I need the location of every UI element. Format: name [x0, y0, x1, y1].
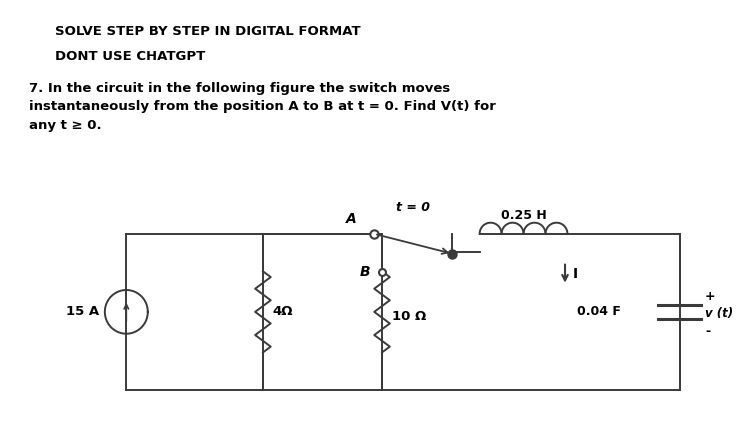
Text: A: A: [346, 212, 356, 226]
Text: -: -: [705, 325, 710, 338]
Text: 4Ω: 4Ω: [273, 305, 293, 318]
Text: 0.25 H: 0.25 H: [500, 209, 546, 222]
Text: 0.04 F: 0.04 F: [577, 305, 621, 318]
Text: t = 0: t = 0: [396, 201, 430, 214]
Text: SOLVE STEP BY STEP IN DIGITAL FORMAT: SOLVE STEP BY STEP IN DIGITAL FORMAT: [55, 25, 361, 38]
Text: DONT USE CHATGPT: DONT USE CHATGPT: [55, 50, 205, 63]
Text: 10 Ω: 10 Ω: [392, 310, 426, 323]
Text: 7. In the circuit in the following figure the switch moves
instantaneously from : 7. In the circuit in the following figur…: [29, 82, 496, 132]
Text: +: +: [705, 290, 716, 303]
Text: I: I: [573, 266, 578, 281]
Text: v (t): v (t): [705, 307, 733, 320]
Text: 15 A: 15 A: [66, 305, 99, 318]
Text: B: B: [359, 265, 370, 278]
